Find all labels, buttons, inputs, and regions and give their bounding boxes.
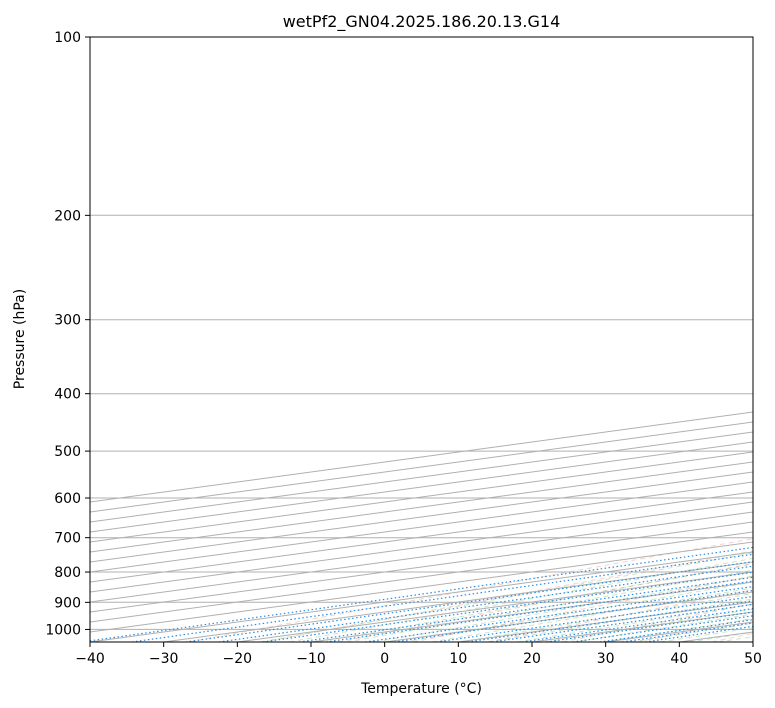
isotherm-line [90,511,753,603]
mixing-ratio-line [185,561,753,642]
dry-adiabat [487,589,753,642]
y-tick-label: 400 [54,387,81,403]
isotherm-line [90,461,753,553]
moist-adiabat [346,569,753,642]
y-tick-label: 300 [54,313,81,329]
plot-area: 0.10.20.40.611.52346810131620253036-100-… [90,37,753,642]
moist-adiabat [431,587,753,642]
moist-adiabat [260,552,753,642]
x-tick-label: 50 [744,651,762,667]
x-axis-title: Temperature (°C) [360,681,482,697]
mixing-ratio-line [436,595,753,642]
isotherm-line [90,491,753,583]
y-tick-label: 100 [54,30,81,46]
y-tick-label: 1000 [45,622,81,638]
mixing-ratio-line [131,553,753,642]
mixing-ratio-line [492,603,753,642]
x-tick-label: 0 [380,651,389,667]
chart-title: wetPf2_GN04.2025.186.20.13.G14 [283,12,561,32]
mixing-ratio-line [90,546,753,642]
y-tick-label: 600 [54,491,81,507]
x-tick-label: 20 [523,651,541,667]
mixing-ratio-line [467,600,753,642]
isotherm-line [90,451,753,543]
dry-adiabat [412,575,753,642]
x-tick-label: −40 [75,651,105,667]
isotherm-line [90,501,753,593]
isotherm-line [90,531,753,623]
axes: −40 −30 −20 −10 0 10 20 30 40 50 100 200 300 400 500 60… [45,30,762,667]
isotherm-line [90,521,753,613]
moist-adiabat [289,557,753,642]
isotherm-line [90,471,753,563]
mixing-ratio-line [522,608,753,642]
dry-adiabat [263,550,753,642]
x-tick-label: 10 [449,651,467,667]
plot-frame [89,36,754,643]
y-tick-label: 700 [54,531,81,547]
moist-adiabat [487,598,753,642]
x-tick-label: −20 [223,651,253,667]
x-tick-label: 40 [670,651,688,667]
y-tick-label: 500 [54,444,81,460]
y-tick-label: 200 [54,208,81,224]
x-tick-label: −30 [149,651,179,667]
y-tick-label: 900 [54,595,81,611]
x-tick-label: −10 [296,651,326,667]
y-axis-title: Pressure (hPa) [12,289,28,389]
x-tick-label: 30 [597,651,615,667]
isotherm-line [90,481,753,573]
y-tick-label: 800 [54,565,81,581]
